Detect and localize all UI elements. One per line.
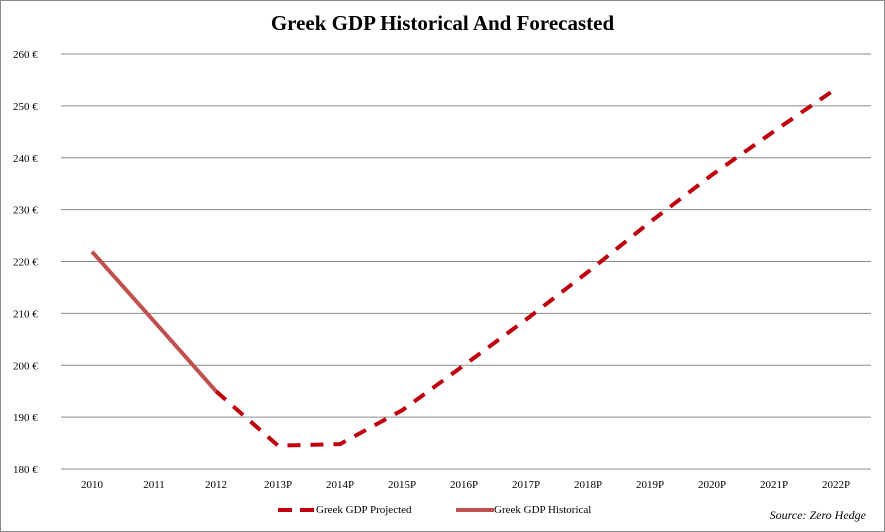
x-tick-label: 2011 [143, 479, 165, 491]
x-tick-label: 2013P [264, 479, 292, 491]
x-tick-label: 2020P [698, 479, 726, 491]
y-tick-label: 220 € [13, 257, 38, 269]
y-tick-label: 260 € [13, 49, 38, 61]
x-tick-label: 2018P [574, 479, 602, 491]
y-tick-label: 240 € [13, 153, 38, 165]
y-tick-label: 210 € [13, 308, 38, 320]
x-tick-label: 2016P [450, 479, 478, 491]
legend-item-historical: Greek GDP Historical [456, 504, 591, 516]
legend-label-historical: Greek GDP Historical [494, 504, 592, 516]
legend-swatch-historical [456, 508, 494, 512]
y-tick-label: 250 € [13, 101, 38, 113]
y-tick-label: 180 € [13, 464, 38, 476]
legend-swatch-projected [278, 508, 316, 512]
legend-item-projected: Greek GDP Projected [278, 504, 412, 516]
x-tick-label: 2021P [760, 479, 788, 491]
x-tick-label: 2019P [636, 479, 664, 491]
source-note: Source: Zero Hedge [769, 508, 866, 522]
x-tick-label: 2015P [388, 479, 416, 491]
series-line-historical [90, 250, 218, 393]
y-tick-label: 190 € [13, 412, 38, 424]
legend-label-projected: Greek GDP Projected [316, 504, 412, 516]
x-tick-label: 2010 [81, 479, 104, 491]
y-tick-label: 200 € [13, 360, 38, 372]
series-line-projected [214, 87, 838, 448]
x-tick-label: 2017P [512, 479, 540, 491]
x-tick-label: 2014P [326, 479, 354, 491]
x-tick-label: 2022P [822, 479, 850, 491]
y-tick-label: 230 € [13, 205, 38, 217]
x-tick-label: 2012 [205, 479, 227, 491]
chart-title: Greek GDP Historical And Forecasted [270, 11, 615, 35]
